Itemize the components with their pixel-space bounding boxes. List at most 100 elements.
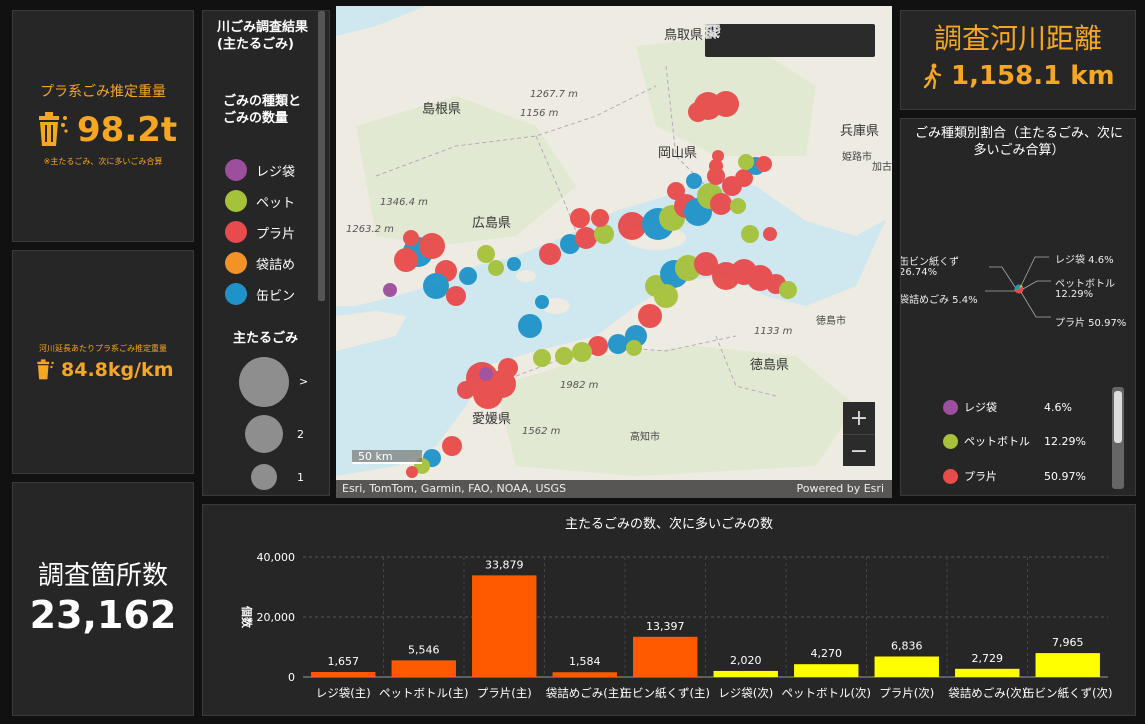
map-label-tokushima: 徳島県 — [750, 358, 790, 373]
x-tick-label: ペットボトル(次) — [782, 686, 871, 700]
pie-chart-panel: ごみ種類別割合（主たるごみ、次に多いごみ合算） 缶ビン紙くず 26.74% 袋詰… — [900, 118, 1136, 496]
walking-person-icon — [923, 63, 942, 89]
pie-leader-line — [1020, 256, 1049, 287]
map-toolbar — [705, 24, 875, 57]
pie-callout-purahen: プラ片 50.97% — [1055, 318, 1127, 329]
pie-legend-item: プラ片 50.97% — [943, 468, 1086, 484]
map-attribution: Esri, TomTom, Garmin, FAO, NOAA, USGS — [342, 482, 567, 495]
bar[interactable] — [874, 656, 939, 677]
pie-legend-pct: 12.29% — [1044, 434, 1086, 448]
y-tick-label: 20,000 — [257, 611, 296, 624]
bar[interactable] — [955, 668, 1020, 677]
zoom-in-button[interactable]: + — [843, 402, 875, 435]
trash-bin-icon — [37, 359, 54, 380]
pie-slice[interactable] — [1019, 284, 1021, 290]
map-view[interactable]: 鳥取県 島根県 岡山県 兵庫県 広島県 徳島県 愛媛県 加古 姫路市 徳島市 高… — [336, 6, 892, 498]
kpi-weight-value: 98.2t — [77, 110, 178, 150]
bar-value-label: 6,836 — [891, 639, 923, 652]
pie-legend-label: プラ片 — [964, 470, 997, 483]
map-elevation: 1562 m — [522, 426, 561, 437]
bar[interactable] — [713, 670, 778, 677]
bar[interactable] — [472, 575, 537, 677]
y-tick-label: 0 — [288, 671, 295, 684]
pie-legend-pct: 4.6% — [1044, 400, 1072, 414]
pie-slice[interactable] — [1019, 284, 1023, 289]
y-axis-label: 個数 — [240, 605, 254, 629]
x-tick-label: 袋詰めごみ(次) — [948, 686, 1026, 700]
pie-callout-fukuro: 袋詰めごみ 5.4% — [900, 295, 978, 306]
map-label-hiroshima: 広島県 — [472, 216, 512, 231]
pie-leader-line — [989, 266, 1016, 288]
bar[interactable] — [311, 672, 376, 677]
pie-legend-scroll-thumb[interactable] — [1114, 391, 1122, 443]
kpi-distance-panel: 調査河川距離 1,158.1 km — [900, 10, 1136, 110]
kpi-weight-note: ※主たるごみ、次に多いごみ合算 — [43, 157, 163, 166]
bar[interactable] — [391, 660, 456, 677]
x-tick-label: プラ片(主) — [477, 686, 532, 700]
pie-slice[interactable] — [1014, 289, 1019, 291]
size-label-large: > — [299, 375, 309, 388]
size-label-medium: 2 — [297, 428, 304, 441]
legend-panel: 川ごみ調査結果(主たるごみ) ごみの種類とごみの数量 レジ袋 ペット プラ片 袋… — [202, 10, 330, 496]
legend-scrollbar[interactable] — [318, 11, 325, 301]
powered-by-esri-link[interactable]: Powered by Esri — [796, 482, 884, 495]
legend-item-purahen: プラ片 — [225, 221, 295, 243]
bar-value-label: 7,965 — [1052, 636, 1084, 649]
pie-legend-label: レジ袋 — [964, 401, 997, 414]
map-attribution-bar: Esri, TomTom, Garmin, FAO, NOAA, USGS Po… — [336, 480, 892, 498]
pie-legend-dot — [943, 399, 958, 415]
kpi-perkm-title: 河川延長あたりプラ系ごみ推定重量 — [39, 344, 167, 353]
pie-legend-dot — [943, 433, 958, 449]
kpi-perkm-value: 84.8kg/km — [61, 359, 174, 381]
bar[interactable] — [1035, 653, 1100, 677]
pie-callout-kanbin-pct: 26.74% — [900, 267, 938, 278]
zoom-out-button[interactable]: − — [849, 438, 869, 464]
pie-callout-pet: ペットボトル — [1055, 279, 1115, 290]
pie-title: ごみ種類別割合（主たるごみ、次に多いごみ合算） — [914, 126, 1123, 158]
legend-subtitle: ごみの種類とごみの数量 — [223, 94, 302, 126]
legend-dot — [225, 283, 247, 305]
map-label-hyogo: 兵庫県 — [840, 124, 880, 139]
legend-label: 缶ビン — [256, 288, 296, 304]
x-tick-label: 缶ビン紙くず(次) — [1023, 686, 1112, 700]
bookmark-icon[interactable] — [706, 24, 773, 57]
legend-item-pet: ペット — [225, 190, 295, 212]
kpi-sites-value: 23,162 — [29, 593, 177, 637]
map-elevation: 1263.2 m — [346, 224, 394, 235]
qr-code-icon[interactable] — [705, 24, 875, 57]
bar-chart-title: 主たるごみの数、次に多いごみの数 — [564, 517, 773, 532]
bar-value-label: 1,657 — [328, 655, 360, 668]
layers-icon[interactable] — [705, 24, 841, 57]
size-circle-small — [251, 464, 277, 490]
bar-value-label: 2,020 — [730, 654, 762, 667]
pie-leader-line — [1020, 291, 1051, 318]
pie-legend-scrollbar[interactable] — [1112, 387, 1124, 489]
list-icon[interactable] — [705, 24, 807, 57]
legend-label: プラ片 — [256, 226, 296, 242]
pie-slice[interactable] — [1014, 284, 1020, 290]
bar-value-label: 33,879 — [485, 558, 524, 571]
bar[interactable] — [552, 672, 617, 677]
bar-value-label: 4,270 — [811, 647, 843, 660]
legend-dot — [225, 221, 247, 243]
map-elevation: 1982 m — [560, 380, 599, 391]
bar[interactable] — [633, 636, 698, 677]
bar[interactable] — [794, 664, 859, 677]
kpi-weight-row: 98.2t — [35, 105, 185, 155]
bar-value-label: 2,729 — [972, 652, 1004, 665]
map-label-tottori: 鳥取県 — [664, 28, 704, 43]
x-tick-label: ペットボトル(主) — [379, 686, 468, 700]
legend-dot — [225, 190, 247, 212]
map-elevation: 1346.4 m — [380, 197, 428, 208]
legend-dot — [225, 159, 247, 181]
map-elevation: 1267.7 m — [530, 89, 578, 100]
map-city-kochi: 高知市 — [630, 432, 660, 443]
pie-legend-item: レジ袋 4.6% — [943, 399, 1072, 415]
pie-leader-line — [1022, 280, 1051, 290]
kpi-weight-panel: プラ系ごみ推定重量 98.2t ※主たるごみ、次に多いごみ合算 — [12, 10, 194, 242]
size-label-small: 1 — [297, 471, 304, 484]
pie-legend-pct: 50.97% — [1044, 469, 1086, 483]
kpi-perkm-row: 84.8kg/km — [35, 357, 174, 383]
size-circle-large — [239, 357, 289, 407]
map-basemap — [336, 6, 892, 498]
